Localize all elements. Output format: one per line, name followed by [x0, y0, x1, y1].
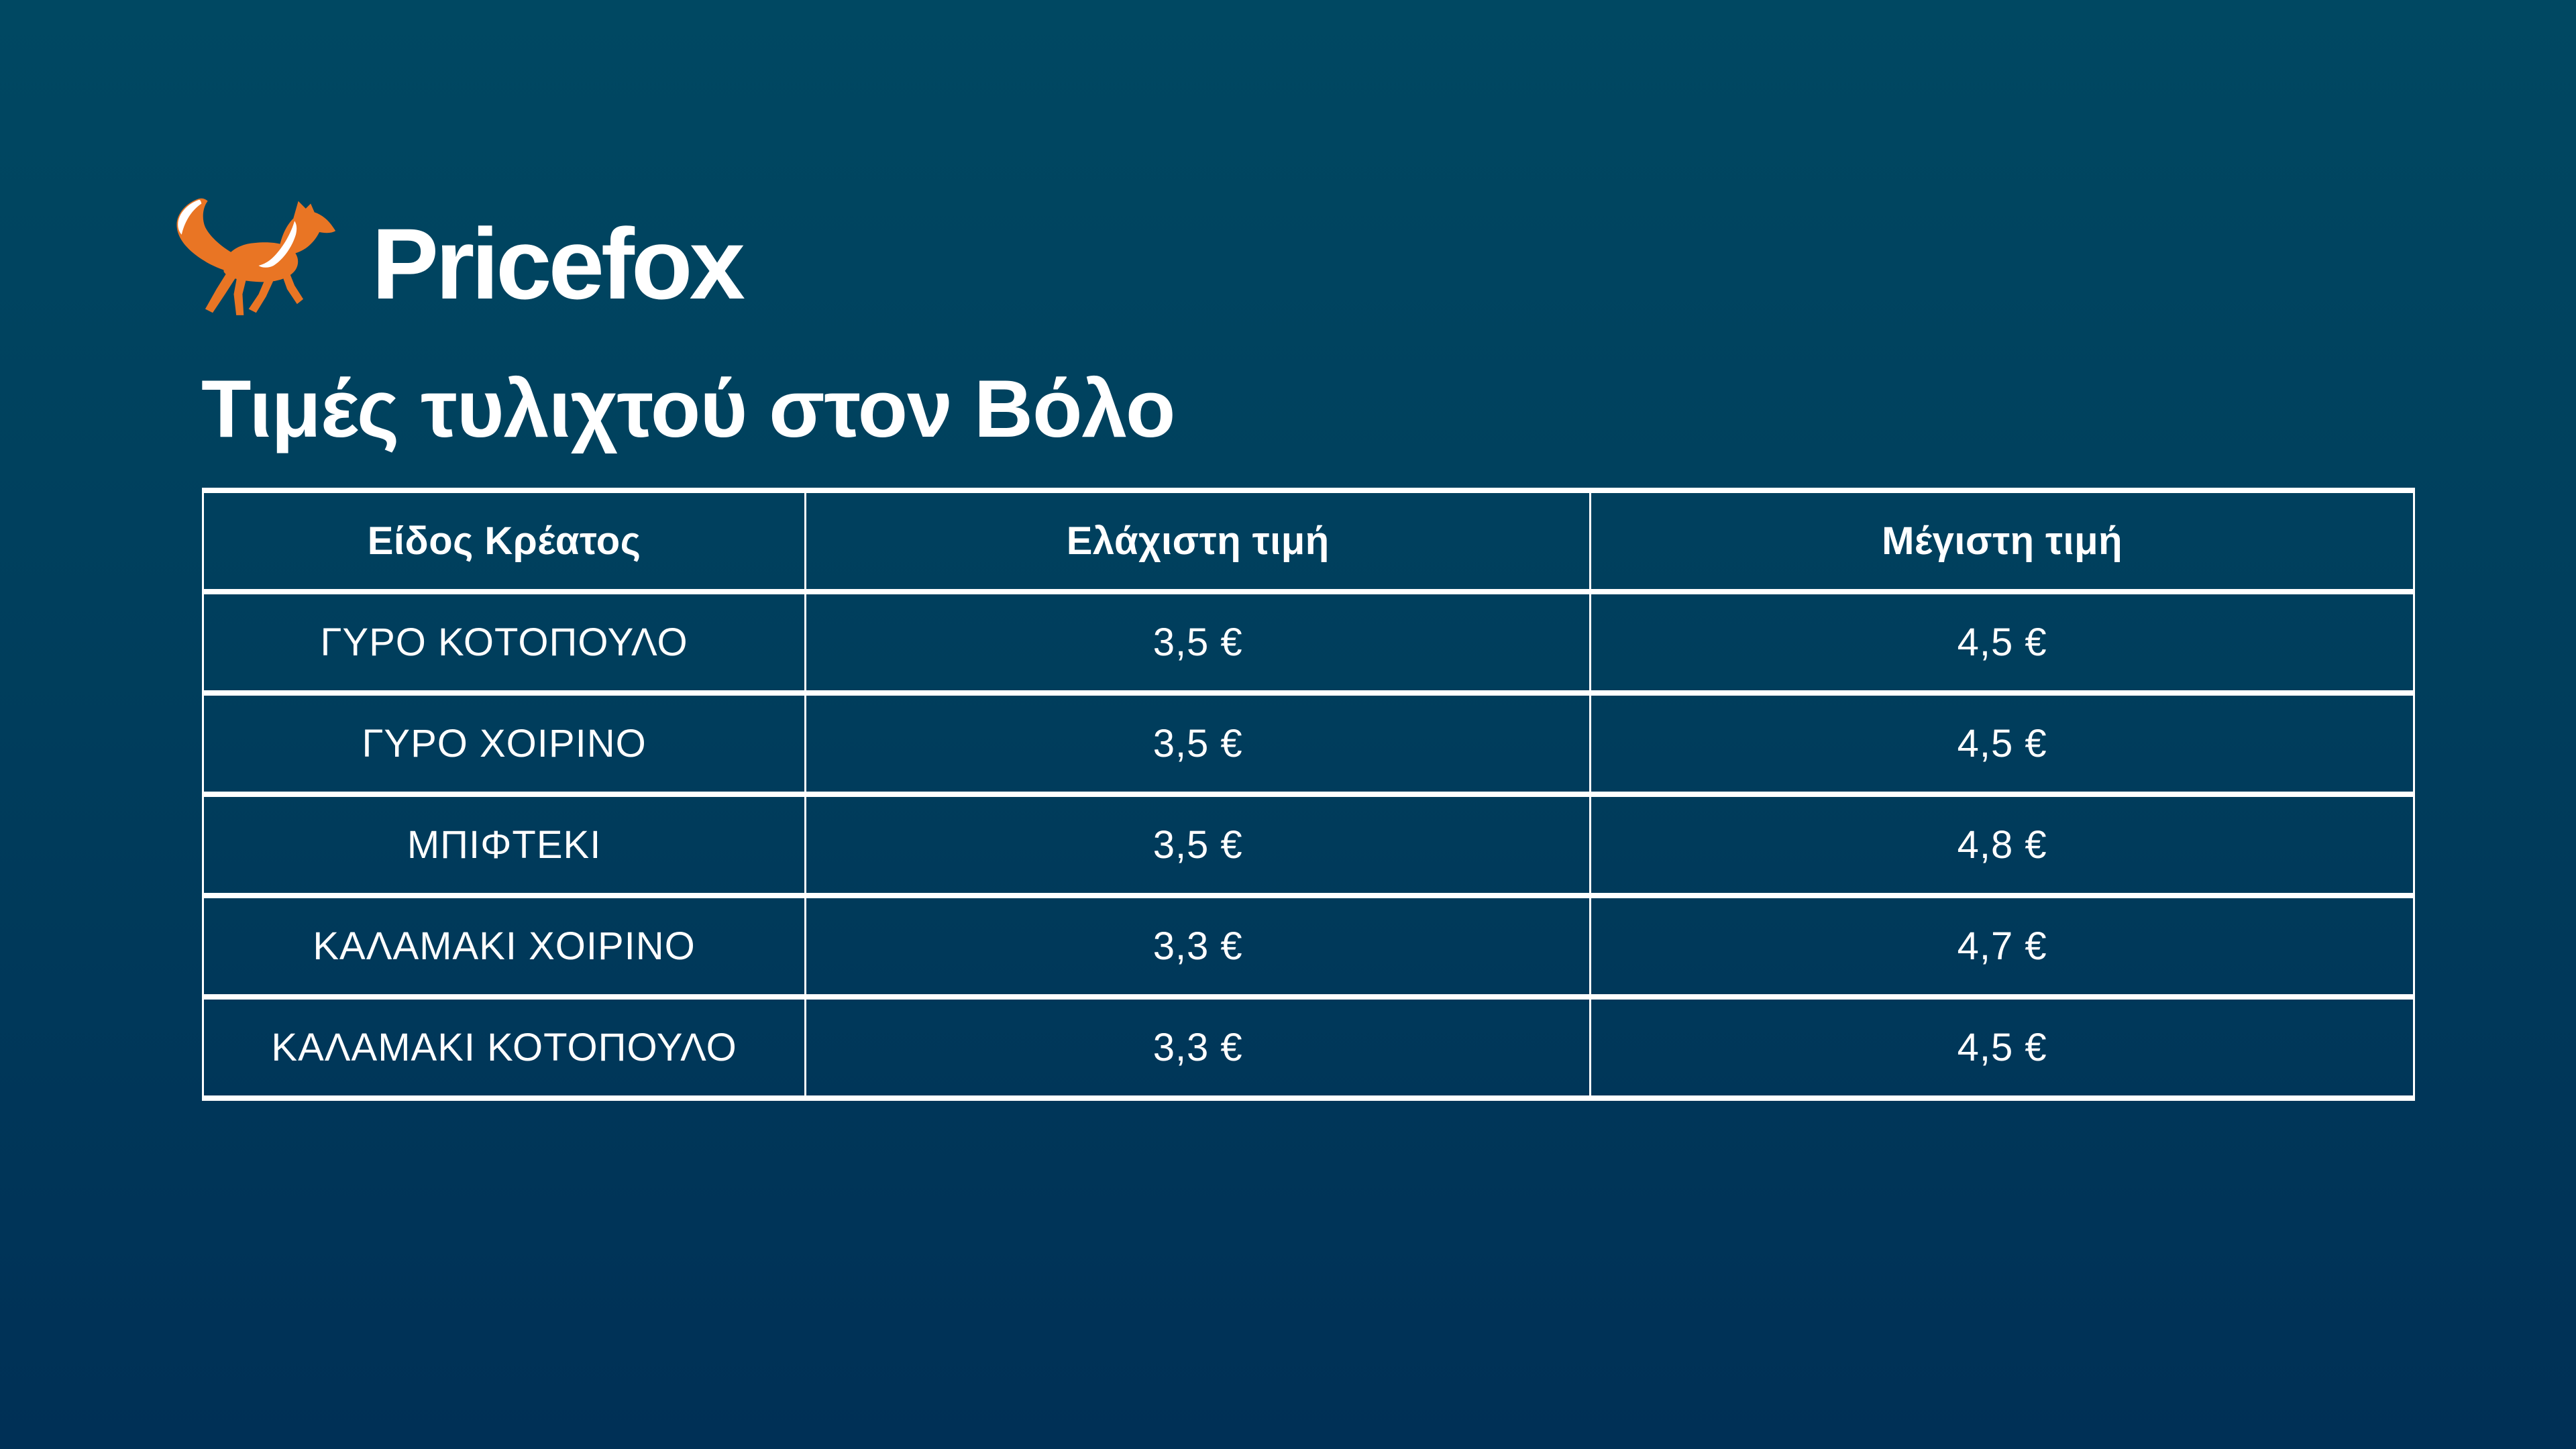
- brand-header: Pricefox: [172, 193, 745, 321]
- table-cell-min-price: 3,3 €: [804, 994, 1592, 1101]
- table-cell-max-price: 4,5 €: [1589, 994, 2415, 1101]
- table-cell-meat-type: ΓΥΡΟ ΚΟΤΟΠΟΥΛΟ: [201, 589, 807, 696]
- table-row: ΓΥΡΟ ΚΟΤΟΠΟΥΛΟ 3,5 € 4,5 €: [201, 589, 2415, 696]
- table-cell-min-price: 3,5 €: [804, 589, 1592, 696]
- table-row: ΚΑΛΑΜΑΚΙ ΧΟΙΡΙΝΟ 3,3 € 4,7 €: [201, 893, 2415, 1000]
- brand-name: Pricefox: [372, 207, 745, 320]
- table-body: ΓΥΡΟ ΚΟΤΟΠΟΥΛΟ 3,5 € 4,5 € ΓΥΡΟ ΧΟΙΡΙΝΟ …: [201, 589, 2415, 1101]
- column-header-min-price: Ελάχιστη τιμή: [804, 488, 1592, 594]
- table-cell-max-price: 4,7 €: [1589, 893, 2415, 1000]
- table-cell-meat-type: ΚΑΛΑΜΑΚΙ ΧΟΙΡΙΝΟ: [201, 893, 807, 1000]
- column-header-max-price: Μέγιστη τιμή: [1589, 488, 2415, 594]
- column-header-meat-type: Είδος Κρέατος: [201, 488, 807, 594]
- table-cell-min-price: 3,5 €: [804, 792, 1592, 898]
- table-row: ΓΥΡΟ ΧΟΙΡΙΝΟ 3,5 € 4,5 €: [201, 690, 2415, 797]
- table-row: ΚΑΛΑΜΑΚΙ ΚΟΤΟΠΟΥΛΟ 3,3 € 4,5 €: [201, 994, 2415, 1101]
- page-title: Τιμές τυλιχτού στον Βόλο: [201, 363, 1175, 454]
- table-cell-max-price: 4,8 €: [1589, 792, 2415, 898]
- table-cell-max-price: 4,5 €: [1589, 690, 2415, 797]
- table-cell-min-price: 3,5 €: [804, 690, 1592, 797]
- table-header-row: Είδος Κρέατος Ελάχιστη τιμή Μέγιστη τιμή: [201, 488, 2415, 594]
- table-cell-min-price: 3,3 €: [804, 893, 1592, 1000]
- table-cell-meat-type: ΚΑΛΑΜΑΚΙ ΚΟΤΟΠΟΥΛΟ: [201, 994, 807, 1101]
- table-cell-meat-type: ΓΥΡΟ ΧΟΙΡΙΝΟ: [201, 690, 807, 797]
- table-row: ΜΠΙΦΤΕΚΙ 3,5 € 4,8 €: [201, 792, 2415, 898]
- table-cell-meat-type: ΜΠΙΦΤΕΚΙ: [201, 792, 807, 898]
- table-cell-max-price: 4,5 €: [1589, 589, 2415, 696]
- fox-icon: [172, 193, 337, 321]
- price-table: Είδος Κρέατος Ελάχιστη τιμή Μέγιστη τιμή…: [201, 488, 2415, 1101]
